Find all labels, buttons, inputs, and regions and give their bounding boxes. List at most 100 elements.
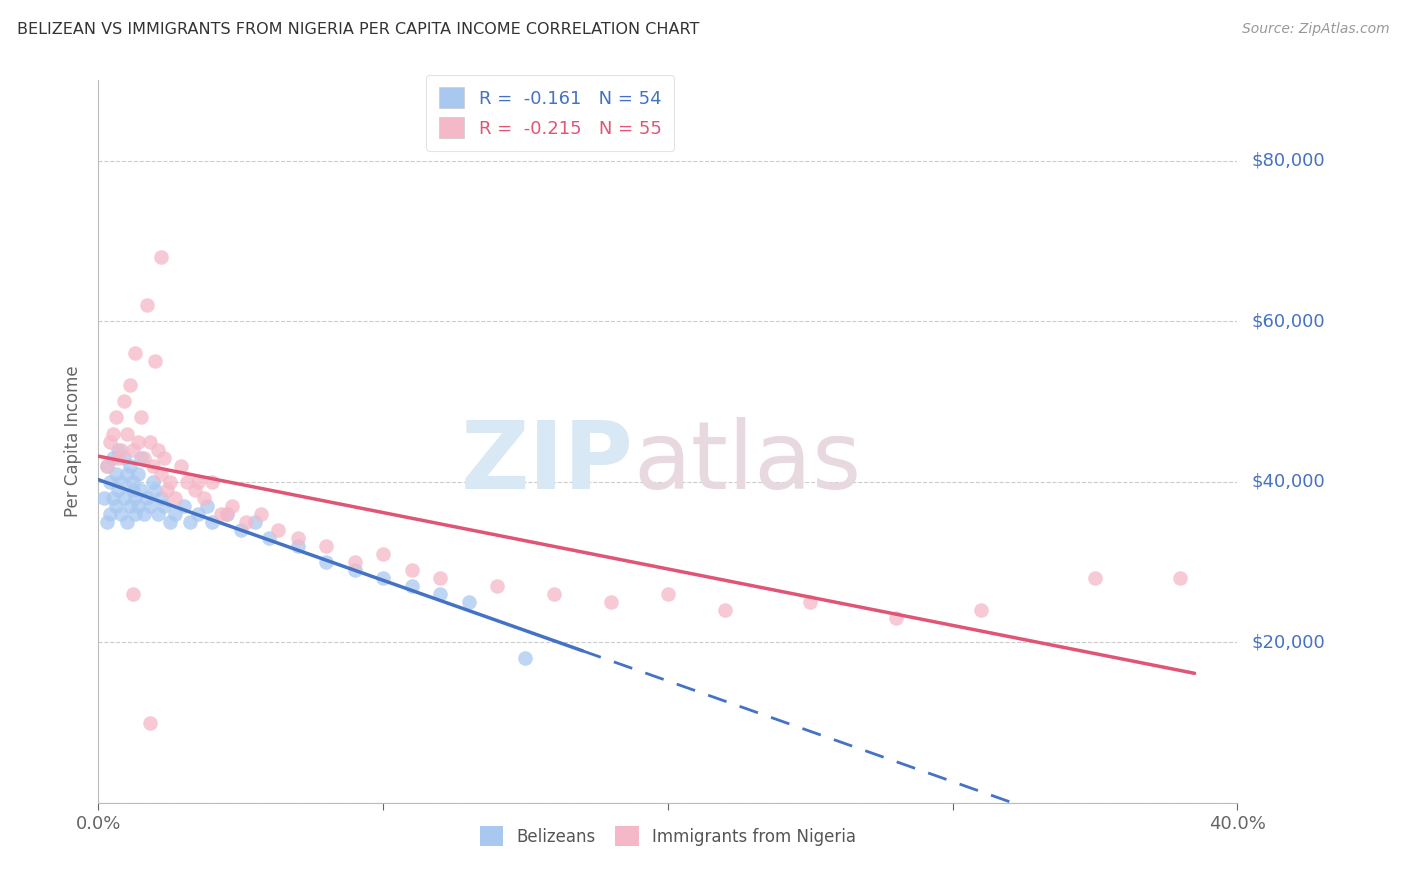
Point [209, 507, 232, 521]
Point [112, 491, 135, 505]
Text: $60,000: $60,000 [1251, 312, 1324, 330]
Point [249, 507, 271, 521]
Point [132, 507, 155, 521]
Point [1084, 571, 1107, 585]
Text: Source: ZipAtlas.com: Source: ZipAtlas.com [1241, 22, 1389, 37]
Point [515, 651, 537, 665]
Point [201, 475, 224, 489]
Point [195, 499, 218, 513]
Point [159, 515, 181, 529]
Point [179, 515, 201, 529]
Point [132, 450, 155, 465]
Point [287, 539, 309, 553]
Point [287, 531, 309, 545]
Point [124, 507, 146, 521]
Point [124, 346, 146, 360]
Point [101, 450, 124, 465]
Point [159, 475, 181, 489]
Point [315, 555, 337, 569]
Point [373, 547, 395, 561]
Point [118, 499, 141, 513]
Point [148, 507, 170, 521]
Point [98, 475, 121, 489]
Text: BELIZEAN VS IMMIGRANTS FROM NIGERIA PER CAPITA INCOME CORRELATION CHART: BELIZEAN VS IMMIGRANTS FROM NIGERIA PER … [17, 22, 699, 37]
Point [193, 491, 215, 505]
Point [148, 442, 170, 457]
Point [315, 539, 337, 553]
Point [129, 483, 152, 497]
Point [184, 483, 207, 497]
Point [714, 603, 737, 617]
Point [173, 499, 195, 513]
Point [267, 523, 290, 537]
Text: atlas: atlas [634, 417, 862, 509]
Point [176, 475, 198, 489]
Point [145, 483, 167, 497]
Point [657, 587, 679, 601]
Point [121, 442, 143, 457]
Point [215, 507, 238, 521]
Point [259, 531, 281, 545]
Point [115, 467, 138, 481]
Point [138, 499, 160, 513]
Point [135, 298, 157, 312]
Point [96, 515, 118, 529]
Point [121, 475, 143, 489]
Point [156, 483, 179, 497]
Point [201, 515, 224, 529]
Point [127, 499, 149, 513]
Point [127, 434, 149, 449]
Point [429, 571, 451, 585]
Point [141, 458, 163, 473]
Point [235, 515, 257, 529]
Point [121, 483, 143, 497]
Point [135, 491, 157, 505]
Point [543, 587, 565, 601]
Point [600, 595, 623, 609]
Point [110, 442, 132, 457]
Y-axis label: Per Capita Income: Per Capita Income [65, 366, 83, 517]
Point [401, 563, 423, 577]
Point [153, 499, 176, 513]
Point [98, 507, 121, 521]
Point [187, 475, 209, 489]
Point [115, 426, 138, 441]
Text: $80,000: $80,000 [1251, 152, 1324, 169]
Point [101, 491, 124, 505]
Point [112, 450, 135, 465]
Point [96, 458, 118, 473]
Point [112, 394, 135, 409]
Point [98, 434, 121, 449]
Point [1170, 571, 1192, 585]
Point [884, 611, 907, 625]
Point [129, 410, 152, 425]
Point [187, 507, 209, 521]
Point [970, 603, 993, 617]
Point [93, 491, 115, 505]
Point [373, 571, 395, 585]
Point [215, 507, 238, 521]
Point [129, 450, 152, 465]
Point [96, 458, 118, 473]
Point [343, 563, 366, 577]
Point [170, 458, 193, 473]
Point [145, 354, 167, 368]
Point [107, 483, 129, 497]
Point [101, 426, 124, 441]
Point [429, 587, 451, 601]
Point [150, 491, 173, 505]
Point [115, 515, 138, 529]
Legend: Belizeans, Immigrants from Nigeria: Belizeans, Immigrants from Nigeria [472, 820, 863, 852]
Point [229, 523, 252, 537]
Point [150, 250, 173, 264]
Point [138, 434, 160, 449]
Point [110, 475, 132, 489]
Point [799, 595, 821, 609]
Point [165, 507, 187, 521]
Point [165, 491, 187, 505]
Text: ZIP: ZIP [461, 417, 634, 509]
Point [141, 475, 163, 489]
Point [486, 579, 509, 593]
Point [401, 579, 423, 593]
Point [110, 507, 132, 521]
